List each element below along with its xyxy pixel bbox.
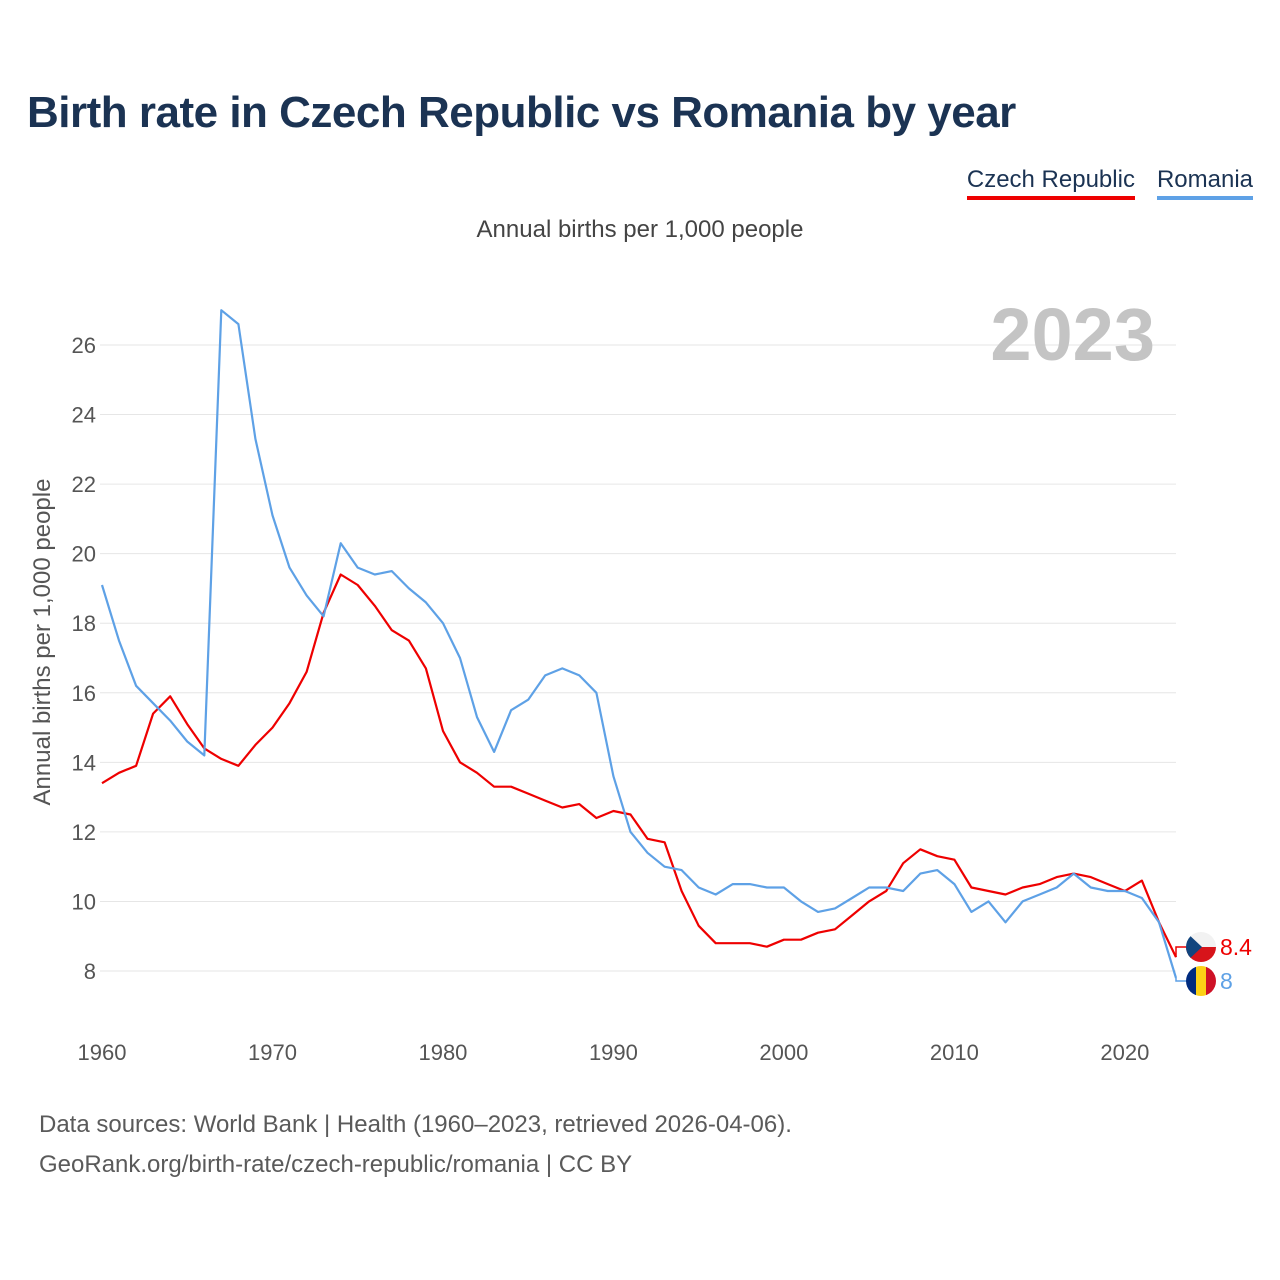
x-tick-2000: 2000 bbox=[759, 1040, 808, 1065]
chart-subtitle: Annual births per 1,000 people bbox=[476, 216, 804, 243]
flag-romania-icon bbox=[1186, 966, 1216, 996]
y-tick-20: 20 bbox=[72, 542, 96, 567]
series-lines bbox=[100, 309, 1178, 979]
x-tick-1970: 1970 bbox=[248, 1040, 297, 1065]
end-markers: 8.48 bbox=[1175, 932, 1252, 996]
current-year-label: 2023 bbox=[990, 293, 1155, 376]
y-tick-26: 26 bbox=[72, 333, 96, 358]
legend-item-czech-republic[interactable]: Czech Republic bbox=[966, 166, 1135, 200]
footer: Data sources: World Bank | Health (1960–… bbox=[39, 1105, 792, 1185]
x-axis-ticks: 1960 1970 1980 1990 2000 2010 2020 bbox=[78, 1040, 1150, 1065]
series-line-czech-republic[interactable] bbox=[101, 573, 1177, 958]
y-tick-10: 10 bbox=[72, 889, 96, 914]
end-value-czech-republic: 8.4 bbox=[1220, 934, 1252, 960]
end-leader-romania bbox=[1175, 977, 1187, 982]
chart-title: Birth rate in Czech Republic vs Romania … bbox=[27, 88, 1016, 137]
y-axis-label: Annual births per 1,000 people bbox=[29, 479, 56, 806]
legend-item-romania[interactable]: Romania bbox=[1156, 166, 1253, 200]
legend: Czech Republic Romania bbox=[966, 166, 1253, 200]
y-tick-22: 22 bbox=[72, 472, 96, 497]
y-tick-24: 24 bbox=[72, 403, 96, 428]
data-source-text: Data sources: World Bank | Health (1960–… bbox=[39, 1111, 792, 1138]
x-tick-1990: 1990 bbox=[589, 1040, 638, 1065]
flag-czech-republic-icon bbox=[1186, 932, 1216, 962]
end-leader-czech-republic bbox=[1175, 946, 1187, 958]
grid-lines bbox=[100, 344, 1176, 972]
y-tick-18: 18 bbox=[72, 611, 96, 636]
x-tick-1960: 1960 bbox=[78, 1040, 127, 1065]
y-tick-8: 8 bbox=[84, 959, 96, 984]
y-tick-12: 12 bbox=[72, 820, 96, 845]
x-tick-2020: 2020 bbox=[1100, 1040, 1149, 1065]
line-chart: 8 10 12 14 16 18 20 22 24 26 1960 1970 1980 1990 2000… bbox=[29, 293, 1252, 1065]
y-axis-ticks: 8 10 12 14 16 18 20 22 24 26 bbox=[72, 333, 96, 984]
y-tick-16: 16 bbox=[72, 681, 96, 706]
x-tick-1980: 1980 bbox=[418, 1040, 467, 1065]
end-value-romania: 8 bbox=[1220, 968, 1233, 994]
series-line-romania[interactable] bbox=[100, 309, 1178, 979]
y-tick-14: 14 bbox=[72, 750, 96, 775]
x-tick-2010: 2010 bbox=[930, 1040, 979, 1065]
source-url-text[interactable]: GeoRank.org/birth-rate/czech-republic/ro… bbox=[39, 1151, 633, 1178]
